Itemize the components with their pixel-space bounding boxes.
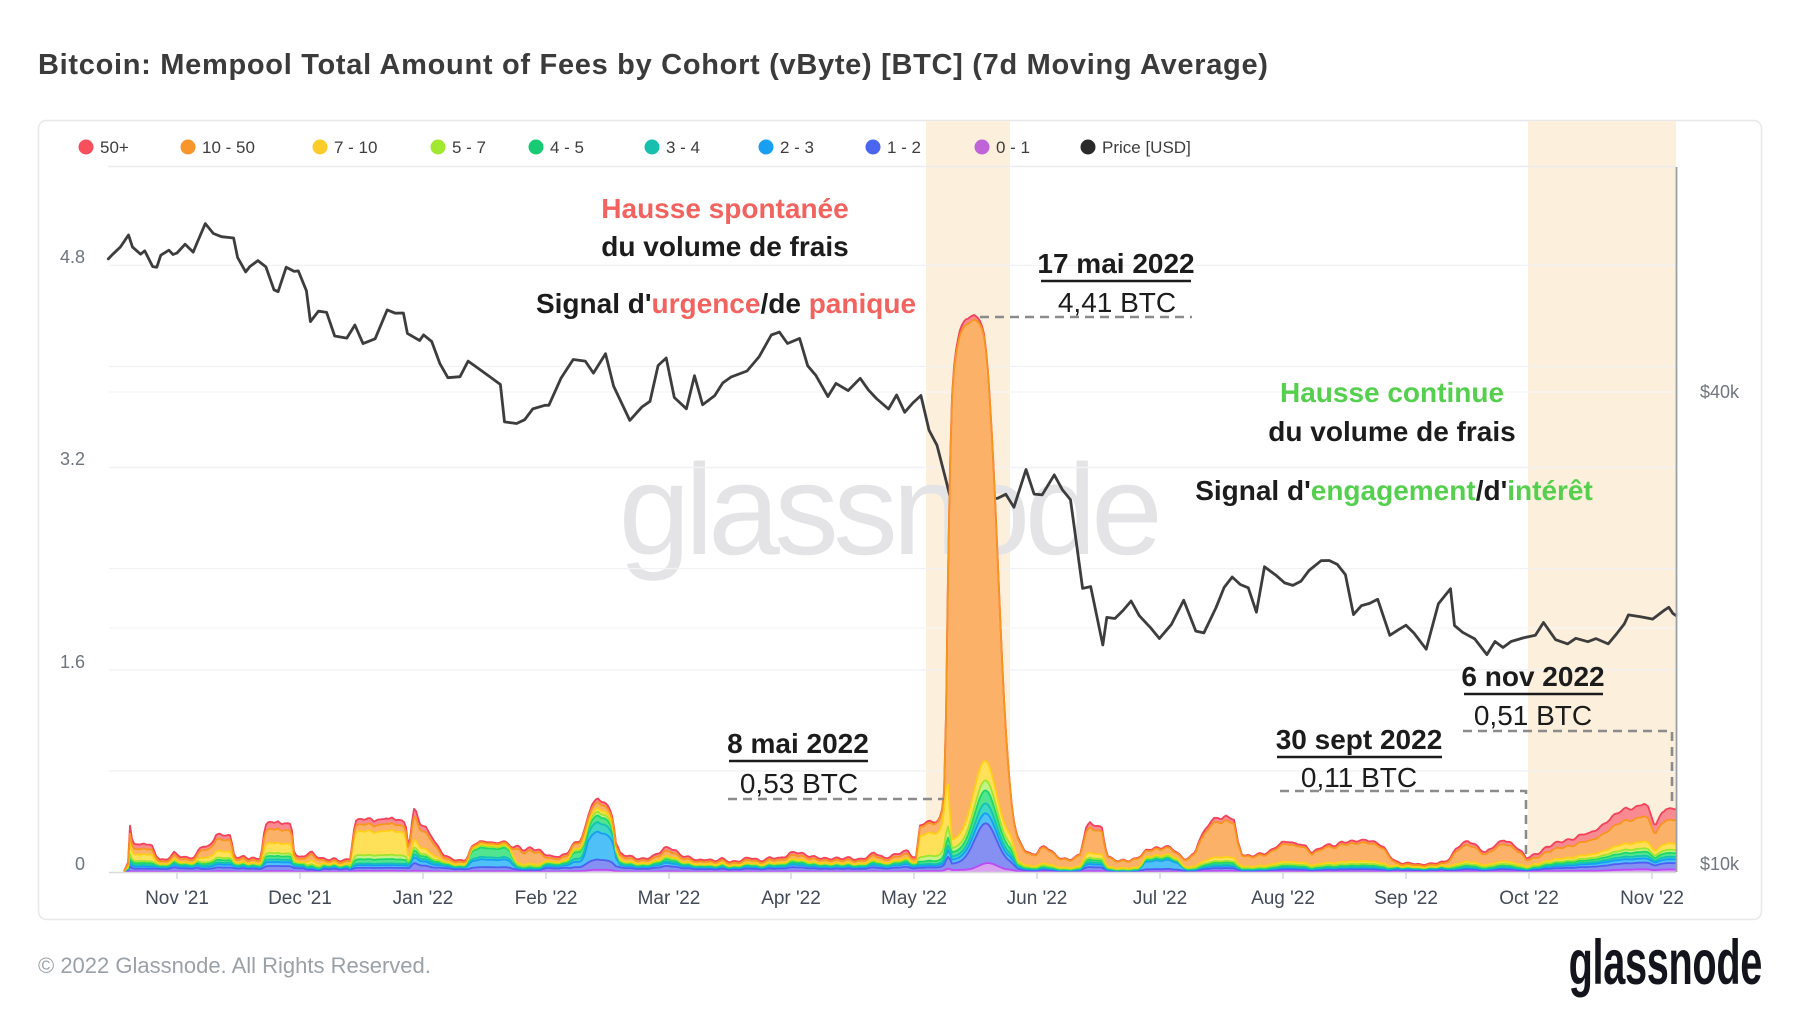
svg-text:0,51 BTC: 0,51 BTC (1474, 700, 1592, 731)
svg-text:Nov '22: Nov '22 (1620, 888, 1684, 909)
svg-text:3 - 4: 3 - 4 (666, 138, 700, 157)
svg-text:2 - 3: 2 - 3 (780, 138, 814, 157)
svg-text:$40k: $40k (1700, 382, 1740, 402)
svg-text:7 - 10: 7 - 10 (334, 138, 377, 157)
svg-text:May '22: May '22 (881, 888, 947, 909)
svg-text:Signal d'urgence/de panique: Signal d'urgence/de panique (536, 288, 916, 319)
svg-text:Dec '21: Dec '21 (268, 888, 332, 909)
svg-text:1.6: 1.6 (60, 652, 85, 672)
svg-text:5 - 7: 5 - 7 (452, 138, 486, 157)
svg-text:© 2022 Glassnode. All Rights R: © 2022 Glassnode. All Rights Reserved. (38, 953, 431, 978)
svg-text:Aug '22: Aug '22 (1251, 888, 1315, 909)
svg-text:30 sept 2022: 30 sept 2022 (1276, 724, 1443, 755)
svg-text:Jan '22: Jan '22 (393, 888, 454, 909)
svg-text:10 - 50: 10 - 50 (202, 138, 255, 157)
svg-text:50+: 50+ (100, 138, 129, 157)
svg-text:0: 0 (75, 854, 85, 874)
svg-text:3.2: 3.2 (60, 449, 85, 469)
svg-text:4.8: 4.8 (60, 247, 85, 267)
svg-text:glassnode: glassnode (619, 438, 1158, 582)
svg-text:0 - 1: 0 - 1 (996, 138, 1030, 157)
svg-text:0,53 BTC: 0,53 BTC (740, 768, 858, 799)
svg-text:du volume de frais: du volume de frais (601, 231, 848, 262)
svg-text:Mar '22: Mar '22 (638, 888, 701, 909)
svg-text:4,41 BTC: 4,41 BTC (1058, 287, 1176, 318)
svg-text:Feb '22: Feb '22 (515, 888, 578, 909)
svg-text:1 - 2: 1 - 2 (887, 138, 921, 157)
svg-text:Price [USD]: Price [USD] (1102, 138, 1191, 157)
svg-text:Apr '22: Apr '22 (761, 888, 821, 909)
svg-text:6 nov 2022: 6 nov 2022 (1461, 661, 1604, 692)
svg-text:glassnode: glassnode (1569, 928, 1762, 999)
svg-text:Bitcoin: Mempool Total Amount: Bitcoin: Mempool Total Amount of Fees by… (38, 49, 1269, 81)
svg-text:4 - 5: 4 - 5 (550, 138, 584, 157)
svg-text:$10k: $10k (1700, 854, 1740, 874)
svg-text:du volume de frais: du volume de frais (1268, 416, 1515, 447)
svg-text:8 mai 2022: 8 mai 2022 (727, 728, 869, 759)
svg-text:Sep '22: Sep '22 (1374, 888, 1438, 909)
svg-text:Hausse spontanée: Hausse spontanée (601, 193, 848, 224)
svg-text:17 mai 2022: 17 mai 2022 (1037, 248, 1194, 279)
svg-text:Hausse continue: Hausse continue (1280, 377, 1504, 408)
svg-text:Oct '22: Oct '22 (1499, 888, 1559, 909)
svg-text:Signal d'engagement/d'intérêt: Signal d'engagement/d'intérêt (1195, 475, 1593, 506)
svg-text:Jul '22: Jul '22 (1133, 888, 1187, 909)
svg-text:Jun '22: Jun '22 (1007, 888, 1068, 909)
svg-text:Nov '21: Nov '21 (145, 888, 209, 909)
svg-text:0,11 BTC: 0,11 BTC (1301, 762, 1417, 793)
